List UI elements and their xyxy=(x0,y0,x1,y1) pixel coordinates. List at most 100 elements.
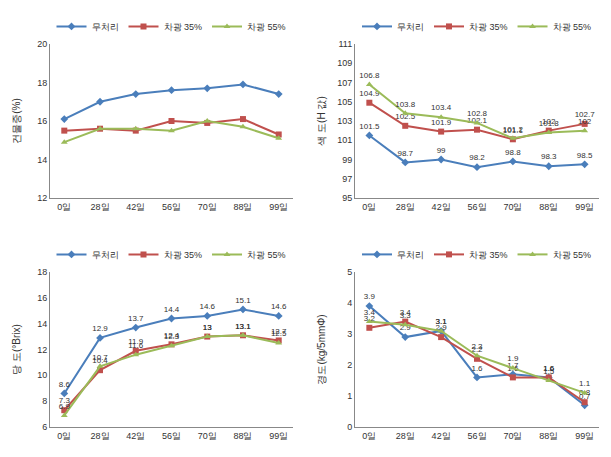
svg-text:1.6: 1.6 xyxy=(543,364,555,373)
svg-text:102: 102 xyxy=(578,117,592,126)
svg-text:99일: 99일 xyxy=(575,202,594,212)
svg-text:102.8: 102.8 xyxy=(467,109,488,118)
svg-text:차광 35%: 차광 35% xyxy=(164,250,203,260)
svg-text:102.5: 102.5 xyxy=(395,112,416,121)
svg-text:42일: 42일 xyxy=(126,431,145,441)
svg-text:98.7: 98.7 xyxy=(397,149,413,158)
svg-text:1.6: 1.6 xyxy=(543,364,555,373)
svg-text:12.9: 12.9 xyxy=(92,324,108,333)
svg-text:104.9: 104.9 xyxy=(359,89,380,98)
svg-text:11.9: 11.9 xyxy=(128,337,144,346)
svg-text:56일: 56일 xyxy=(162,202,181,212)
svg-text:98.2: 98.2 xyxy=(469,153,485,162)
svg-text:14: 14 xyxy=(37,155,47,165)
svg-text:14: 14 xyxy=(37,319,47,329)
svg-text:88일: 88일 xyxy=(539,431,558,441)
svg-text:101.2: 101.2 xyxy=(503,125,524,134)
svg-text:3.2: 3.2 xyxy=(364,314,376,323)
svg-text:1.5: 1.5 xyxy=(543,367,555,376)
svg-text:무처리: 무처리 xyxy=(397,22,424,32)
svg-text:차광 35%: 차광 35% xyxy=(164,22,203,32)
svg-text:101.1: 101.1 xyxy=(503,126,524,135)
svg-text:차광 35%: 차광 35% xyxy=(469,22,508,32)
svg-text:101.8: 101.8 xyxy=(539,119,560,128)
svg-text:1.6: 1.6 xyxy=(471,364,483,373)
svg-text:13: 13 xyxy=(203,323,212,332)
svg-text:3.1: 3.1 xyxy=(436,317,448,326)
svg-text:3.4: 3.4 xyxy=(400,308,412,317)
svg-text:12.3: 12.3 xyxy=(164,332,180,341)
svg-text:28일: 28일 xyxy=(396,431,415,441)
svg-text:56일: 56일 xyxy=(467,202,486,212)
svg-text:103: 103 xyxy=(337,116,352,126)
svg-text:차광 55%: 차광 55% xyxy=(553,22,592,32)
svg-text:10: 10 xyxy=(37,370,47,380)
svg-text:70일: 70일 xyxy=(503,202,522,212)
svg-text:18: 18 xyxy=(37,78,47,88)
svg-text:88일: 88일 xyxy=(539,202,558,212)
svg-text:색 도(H 값): 색 도(H 값) xyxy=(316,96,327,145)
svg-text:0일: 0일 xyxy=(57,431,71,441)
svg-text:70일: 70일 xyxy=(198,431,217,441)
svg-text:99일: 99일 xyxy=(269,431,288,441)
svg-text:1: 1 xyxy=(347,391,352,401)
svg-text:차광 55%: 차광 55% xyxy=(247,22,286,32)
svg-text:42일: 42일 xyxy=(432,431,451,441)
svg-text:4: 4 xyxy=(347,298,352,308)
svg-text:98.8: 98.8 xyxy=(505,148,521,157)
svg-text:6.9: 6.9 xyxy=(59,402,71,411)
svg-text:16: 16 xyxy=(37,293,47,303)
svg-text:102.7: 102.7 xyxy=(575,110,596,119)
svg-text:14.6: 14.6 xyxy=(271,302,287,311)
svg-text:7.3: 7.3 xyxy=(59,396,71,405)
svg-text:0일: 0일 xyxy=(57,202,71,212)
svg-text:56일: 56일 xyxy=(467,431,486,441)
svg-text:10.4: 10.4 xyxy=(92,356,108,365)
svg-text:13: 13 xyxy=(203,323,212,332)
svg-text:2: 2 xyxy=(347,360,352,370)
svg-text:28일: 28일 xyxy=(91,202,110,212)
svg-text:12: 12 xyxy=(37,193,47,203)
svg-text:당 도(°Brix): 당 도(°Brix) xyxy=(11,324,22,375)
svg-text:107: 107 xyxy=(337,78,352,88)
svg-text:0: 0 xyxy=(347,422,352,432)
svg-text:0.8: 0.8 xyxy=(579,388,591,397)
svg-text:차광 55%: 차광 55% xyxy=(247,250,286,260)
svg-text:70일: 70일 xyxy=(503,431,522,441)
svg-text:101.9: 101.9 xyxy=(431,118,452,127)
svg-text:8.6: 8.6 xyxy=(59,380,71,389)
svg-text:무처리: 무처리 xyxy=(397,250,424,260)
svg-text:16: 16 xyxy=(37,116,47,126)
svg-text:3.9: 3.9 xyxy=(364,292,376,301)
svg-text:97: 97 xyxy=(342,174,352,184)
svg-text:3: 3 xyxy=(347,329,352,339)
svg-text:13.7: 13.7 xyxy=(128,314,144,323)
svg-text:102: 102 xyxy=(542,117,556,126)
svg-text:99일: 99일 xyxy=(269,202,288,212)
svg-text:42일: 42일 xyxy=(126,202,145,212)
svg-text:6: 6 xyxy=(42,422,47,432)
svg-text:28일: 28일 xyxy=(396,202,415,212)
svg-text:99: 99 xyxy=(437,146,446,155)
svg-text:56일: 56일 xyxy=(162,431,181,441)
svg-text:101.5: 101.5 xyxy=(359,122,380,131)
svg-text:18: 18 xyxy=(37,267,47,277)
svg-text:109: 109 xyxy=(337,58,352,68)
svg-text:12.7: 12.7 xyxy=(271,327,287,336)
svg-text:99일: 99일 xyxy=(575,431,594,441)
svg-text:11.6: 11.6 xyxy=(128,341,144,350)
svg-text:3.3: 3.3 xyxy=(400,311,412,320)
svg-text:103.4: 103.4 xyxy=(431,103,452,112)
svg-text:2.9: 2.9 xyxy=(400,323,412,332)
svg-text:2.3: 2.3 xyxy=(471,342,483,351)
svg-text:12.4: 12.4 xyxy=(164,331,180,340)
svg-text:0일: 0일 xyxy=(362,431,376,441)
svg-text:111: 111 xyxy=(339,39,353,49)
svg-text:1.7: 1.7 xyxy=(507,361,519,370)
svg-text:88일: 88일 xyxy=(233,431,252,441)
svg-text:건물중(%): 건물중(%) xyxy=(11,98,22,144)
svg-text:14.4: 14.4 xyxy=(164,305,180,314)
svg-text:0일: 0일 xyxy=(362,202,376,212)
svg-text:무처리: 무처리 xyxy=(92,250,119,260)
svg-text:99: 99 xyxy=(342,155,352,165)
